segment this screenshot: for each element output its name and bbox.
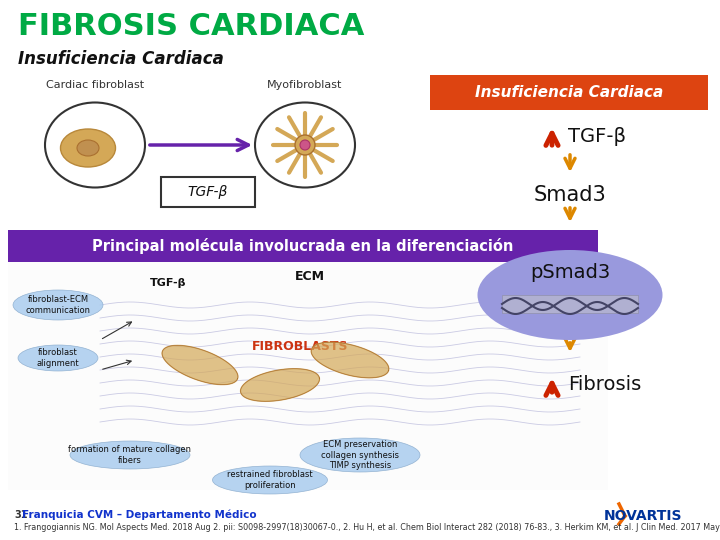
Text: fibroblast-ECM
communication: fibroblast-ECM communication xyxy=(25,295,91,315)
Ellipse shape xyxy=(77,140,99,156)
Ellipse shape xyxy=(295,135,315,155)
Ellipse shape xyxy=(60,129,115,167)
Text: Franquicia CVM – Departamento Médico: Franquicia CVM – Departamento Médico xyxy=(22,510,256,521)
FancyBboxPatch shape xyxy=(8,230,598,262)
Ellipse shape xyxy=(255,103,355,187)
Text: ECM preservation
collagen synthesis
TIMP synthesis: ECM preservation collagen synthesis TIMP… xyxy=(321,440,399,470)
Text: Cardiac fibroblast: Cardiac fibroblast xyxy=(46,80,144,90)
Polygon shape xyxy=(240,369,320,401)
Text: Insuficiencia Cardiaca: Insuficiencia Cardiaca xyxy=(475,85,663,100)
Text: Principal molécula involucrada en la diferenciación: Principal molécula involucrada en la dif… xyxy=(92,238,513,254)
Text: TGF-β: TGF-β xyxy=(568,127,626,146)
Text: TGF-β: TGF-β xyxy=(150,278,186,288)
Ellipse shape xyxy=(212,466,328,494)
Text: Insuficiencia Cardiaca: Insuficiencia Cardiaca xyxy=(18,50,224,68)
Ellipse shape xyxy=(300,140,310,150)
Text: fibroblast
alignment: fibroblast alignment xyxy=(37,348,79,368)
Polygon shape xyxy=(311,342,389,378)
Ellipse shape xyxy=(45,103,145,187)
FancyBboxPatch shape xyxy=(430,75,708,110)
Text: 1. Frangogiannis NG. Mol Aspects Med. 2018 Aug 2. pii: S0098-2997(18)30067-0., 2: 1. Frangogiannis NG. Mol Aspects Med. 20… xyxy=(14,523,720,532)
Text: TGF-β: TGF-β xyxy=(188,185,228,199)
FancyBboxPatch shape xyxy=(502,295,638,313)
Text: FIBROBLASTS: FIBROBLASTS xyxy=(252,340,348,353)
Text: ECM: ECM xyxy=(295,270,325,283)
Text: Fibrosis: Fibrosis xyxy=(568,375,642,395)
FancyBboxPatch shape xyxy=(161,177,255,207)
FancyBboxPatch shape xyxy=(8,260,608,490)
Ellipse shape xyxy=(13,290,103,320)
Text: Myofibroblast: Myofibroblast xyxy=(267,80,343,90)
Text: 31: 31 xyxy=(14,510,27,520)
Ellipse shape xyxy=(300,438,420,472)
Text: restrained fibroblast
proliferation: restrained fibroblast proliferation xyxy=(228,470,312,490)
Text: pSmad3: pSmad3 xyxy=(530,264,610,282)
Text: formation of mature collagen
fibers: formation of mature collagen fibers xyxy=(68,446,192,465)
Polygon shape xyxy=(162,346,238,384)
Text: FIBROSIS CARDIACA: FIBROSIS CARDIACA xyxy=(18,12,364,41)
Ellipse shape xyxy=(18,345,98,371)
Ellipse shape xyxy=(477,250,662,340)
Text: NOVARTIS: NOVARTIS xyxy=(604,509,683,523)
Ellipse shape xyxy=(70,441,190,469)
Text: Smad3: Smad3 xyxy=(534,185,606,205)
